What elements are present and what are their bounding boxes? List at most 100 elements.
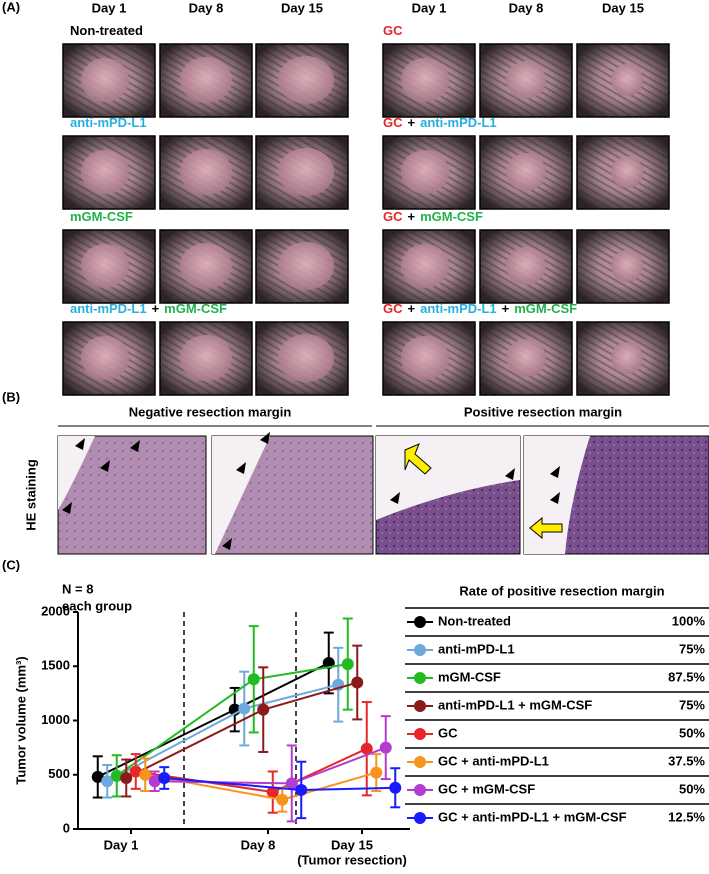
rate: 37.5%	[668, 753, 705, 768]
series-line	[97, 662, 330, 778]
label-part: mGM-CSF	[70, 209, 133, 224]
panel-label: (B)	[2, 389, 20, 404]
rate: 50%	[679, 781, 705, 796]
label-part: +	[408, 301, 416, 316]
series-line	[106, 683, 339, 783]
tumor	[278, 56, 334, 104]
label-part: GC	[383, 209, 403, 224]
group-label: GC + anti-mPD-L1	[383, 115, 497, 130]
annotation: N = 8	[62, 581, 93, 596]
point	[110, 769, 123, 782]
point	[370, 766, 383, 779]
tumor	[401, 58, 449, 102]
day-header: Day 8	[509, 0, 544, 15]
arrowheads	[62, 432, 560, 550]
tumor	[180, 149, 232, 195]
day-header: Day 8	[189, 0, 224, 15]
legend-marker	[414, 616, 426, 628]
point	[379, 741, 392, 754]
x-annotation: (Tumor resection)	[297, 852, 407, 867]
legend-marker	[414, 700, 426, 712]
annotation: each group	[62, 598, 132, 613]
y-tick-label: 2000	[41, 603, 70, 618]
rate: 75%	[679, 641, 705, 656]
series-line	[116, 663, 348, 777]
section-title: Negative resection margin	[129, 404, 292, 419]
label-part: Non-treated	[70, 23, 143, 38]
tumor	[180, 335, 232, 381]
y-tick-label: 0	[63, 820, 70, 835]
legend-label: Non-treated	[438, 613, 511, 628]
background	[58, 436, 95, 510]
rate: 12.5%	[668, 809, 705, 824]
tumor	[81, 150, 129, 194]
point	[341, 658, 354, 671]
tumor	[81, 58, 129, 102]
y-axis-label: Tumor volume (mm³)	[13, 656, 28, 784]
legend-label: GC + mGM-CSF	[438, 781, 535, 796]
tumor	[180, 243, 232, 289]
legend-label: GC + anti-mPD-L1 + mGM-CSF	[438, 809, 627, 824]
point	[295, 783, 308, 796]
table-title: Rate of positive resection margin	[459, 583, 664, 598]
label-part: anti-mPD-L1	[70, 301, 147, 316]
rate: 50%	[679, 725, 705, 740]
series-line	[154, 746, 387, 785]
point	[158, 772, 171, 785]
label-part: GC	[383, 23, 403, 38]
label-part: anti-mPD-L1	[420, 115, 497, 130]
rate: 75%	[679, 697, 705, 712]
y-tick-label: 1500	[41, 658, 70, 673]
legend-marker	[414, 672, 426, 684]
x-tick-label: Day 8	[241, 837, 276, 852]
legend-label: anti-mPD-L1	[438, 641, 515, 656]
tumor	[401, 336, 449, 380]
group-label: Non-treated	[70, 23, 143, 38]
tumor	[180, 57, 232, 103]
point	[120, 772, 133, 785]
day-header: Day 15	[281, 0, 323, 15]
background	[212, 436, 270, 554]
legend-marker	[414, 756, 426, 768]
panel-label: (A)	[2, 0, 20, 14]
group-label: GC	[383, 23, 403, 38]
legend-label: GC + anti-mPD-L1	[438, 753, 549, 768]
tumor	[278, 242, 334, 290]
point	[247, 673, 260, 686]
point	[360, 742, 373, 755]
tumor	[401, 150, 449, 194]
group-label: GC + mGM-CSF	[383, 209, 483, 224]
point	[257, 703, 270, 716]
point	[91, 770, 104, 783]
tumor	[506, 339, 546, 377]
tumor	[81, 244, 129, 288]
tumor	[506, 247, 546, 285]
arrow	[404, 443, 432, 475]
point	[351, 676, 364, 689]
label-part: +	[408, 115, 416, 130]
legend-marker	[414, 812, 426, 824]
y-tick-label: 1000	[41, 712, 70, 727]
y-tick-label: 500	[48, 766, 70, 781]
tumor	[506, 61, 546, 99]
day-header: Day 1	[92, 0, 127, 15]
tumor	[278, 148, 334, 196]
label-part: +	[408, 209, 416, 224]
label-part: anti-mPD-L1	[420, 301, 497, 316]
tumor	[401, 244, 449, 288]
point	[139, 768, 152, 781]
legend-marker	[414, 644, 426, 656]
rate: 87.5%	[668, 669, 705, 684]
point	[148, 775, 161, 788]
side-label: HE staining	[23, 459, 38, 531]
tumor	[611, 342, 643, 374]
legend-marker	[414, 784, 426, 796]
panel-label: (C)	[2, 557, 20, 572]
tumor	[611, 250, 643, 282]
point	[238, 702, 251, 715]
rate: 100%	[672, 613, 706, 628]
x-tick-label: Day 15	[331, 837, 373, 852]
group-label: anti-mPD-L1	[70, 115, 147, 130]
group-label: mGM-CSF	[70, 209, 133, 224]
